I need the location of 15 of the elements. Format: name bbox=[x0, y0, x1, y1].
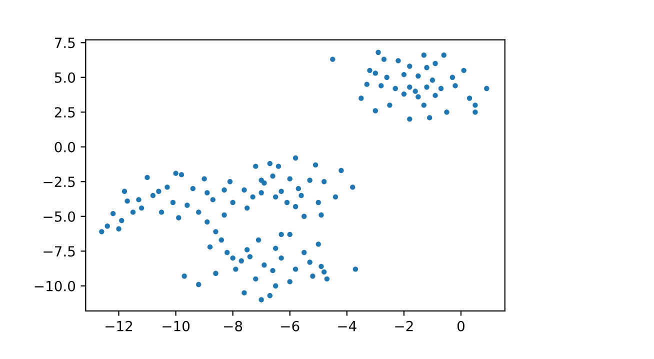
y-tick-label: 2.5 bbox=[54, 107, 75, 118]
x-tick-label: −10 bbox=[162, 320, 190, 332]
y-tick-label: 7.5 bbox=[55, 38, 75, 48]
x-tick-label: −2 bbox=[395, 320, 413, 332]
x-tick-label: −12 bbox=[106, 320, 132, 332]
y-tick-label: −10.0 bbox=[34, 280, 76, 292]
y-tick-label: −2.5 bbox=[44, 176, 75, 188]
x-tick-label: −8 bbox=[224, 320, 242, 332]
y-tick-label: −7.5 bbox=[44, 246, 75, 257]
x-tick-label: −6 bbox=[281, 320, 300, 332]
y-tick-label: 5.0 bbox=[54, 72, 76, 83]
y-tick-label: −5.0 bbox=[44, 211, 76, 222]
x-tick-label: −4 bbox=[338, 321, 356, 332]
y-tick-label: 0.0 bbox=[54, 142, 76, 152]
x-tick-label: 0 bbox=[457, 320, 464, 332]
